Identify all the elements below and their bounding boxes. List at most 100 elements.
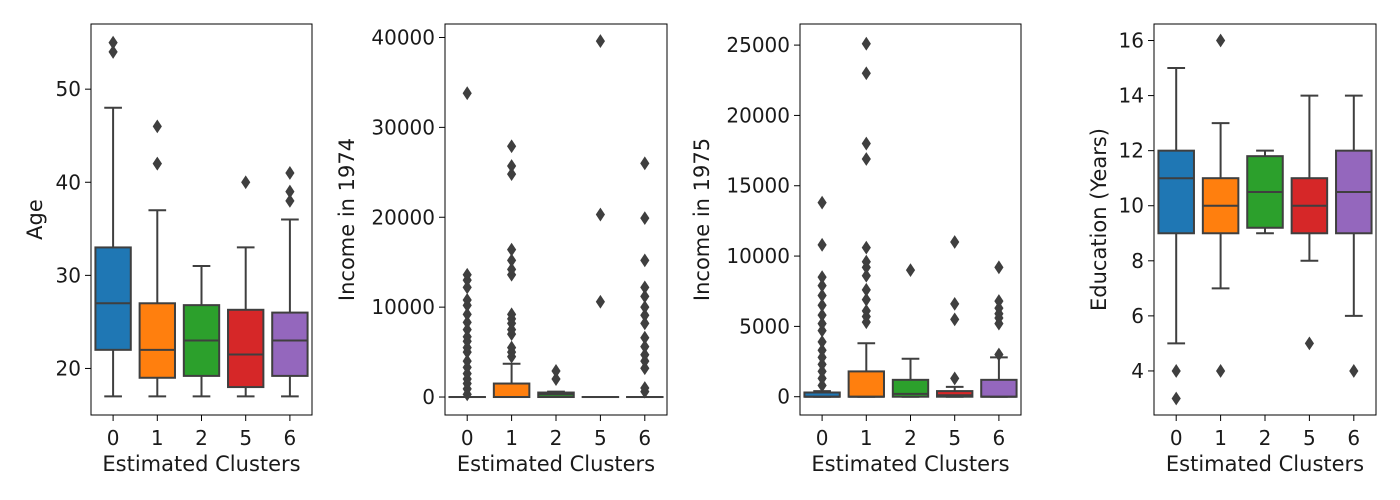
outlier-point — [640, 347, 650, 362]
outlier-point — [817, 357, 827, 372]
x-tick-label: 1 — [505, 426, 518, 450]
outlier-point — [1171, 391, 1181, 406]
box-group-cluster-5 — [581, 34, 620, 399]
box-group-cluster-6 — [1335, 94, 1373, 378]
outlier-point — [861, 254, 871, 269]
outlier-point — [861, 282, 871, 297]
outlier-point — [994, 347, 1004, 362]
y-tick-label: 10 — [1119, 194, 1144, 218]
y-axis-label: Income in 1975 — [690, 138, 714, 301]
box-group-cluster-0 — [448, 86, 486, 402]
x-tick-label: 6 — [638, 426, 651, 450]
outlier-point — [285, 166, 295, 180]
outlier-point — [817, 343, 827, 358]
x-axis-label: Estimated Clusters — [102, 452, 300, 476]
box-group-cluster-1 — [1201, 33, 1240, 378]
outlier-point — [1215, 33, 1226, 48]
outlier-point — [506, 159, 517, 173]
outlier-point — [462, 329, 472, 344]
x-tick-label: 5 — [948, 426, 961, 450]
x-tick-label: 6 — [284, 426, 297, 450]
box-group-cluster-2 — [537, 364, 575, 399]
outlier-point — [861, 240, 871, 255]
box-group-cluster-2 — [182, 265, 221, 398]
box-group-cluster-5 — [227, 175, 265, 398]
y-tick-label: 50 — [56, 77, 81, 101]
box-iqr — [271, 311, 309, 377]
outlier-point — [861, 136, 871, 151]
outlier-point — [462, 322, 472, 337]
outlier-point — [462, 307, 472, 322]
box-iqr — [94, 246, 132, 351]
outlier-point — [861, 268, 871, 283]
outlier-point — [817, 308, 827, 323]
x-tick-label: 5 — [594, 426, 607, 450]
y-tick-label: 10000 — [726, 244, 790, 268]
x-axis-label: Estimated Clusters — [457, 452, 655, 476]
box-group-cluster-0 — [803, 195, 841, 398]
outlier-point — [861, 152, 871, 166]
x-tick-label: 2 — [904, 426, 917, 450]
y-axis-label: Age — [23, 199, 47, 240]
box-group-cluster-0 — [94, 35, 132, 398]
outlier-point — [506, 340, 517, 355]
outlier-point — [950, 312, 960, 327]
outlier-point — [1304, 336, 1315, 351]
outlier-point — [640, 308, 650, 323]
y-tick-label: 30 — [56, 263, 81, 287]
y-tick-label: 40 — [56, 170, 81, 194]
x-tick-label: 2 — [1259, 426, 1272, 450]
outlier-point — [595, 34, 606, 48]
outlier-point — [817, 316, 827, 331]
outlier-point — [950, 371, 960, 386]
outlier-point — [817, 323, 827, 338]
outlier-point — [817, 378, 827, 393]
box-iqr — [227, 308, 265, 389]
y-axis-label: Income in 1974 — [335, 138, 359, 301]
y-tick-label: 15000 — [726, 174, 790, 198]
outlier-point — [817, 334, 827, 349]
outlier-point — [640, 316, 650, 331]
x-tick-label: 1 — [860, 426, 873, 450]
outlier-point — [462, 354, 472, 368]
y-tick-label: 0 — [422, 385, 435, 409]
box-group-cluster-1 — [492, 139, 531, 399]
y-tick-label: 20000 — [726, 103, 790, 127]
outlier-point — [506, 242, 517, 257]
box-iqr — [1157, 149, 1195, 235]
outlier-point — [462, 293, 472, 307]
box-group-cluster-2 — [891, 263, 930, 398]
outlier-point — [994, 294, 1004, 308]
outlier-point — [640, 211, 650, 226]
box-iqr — [891, 378, 930, 398]
outlier-point — [595, 207, 606, 222]
outlier-point — [817, 237, 827, 252]
y-tick-label: 30000 — [371, 115, 435, 139]
box-group-cluster-5 — [1290, 94, 1329, 351]
x-tick-label: 2 — [550, 426, 563, 450]
outlier-point — [595, 294, 606, 309]
x-tick-label: 5 — [239, 426, 252, 450]
outlier-point — [994, 260, 1004, 275]
plot-frame — [444, 23, 668, 416]
outlier-point — [905, 263, 916, 278]
outlier-point — [817, 298, 827, 313]
outlier-point — [640, 300, 650, 315]
outlier-point — [506, 307, 517, 322]
outlier-point — [817, 350, 827, 365]
box-group-cluster-0 — [1157, 67, 1195, 406]
box-group-cluster-2 — [1246, 149, 1284, 235]
subplot-3: 0 5000 10000 15000 20000 25000 0 1 2 5 6Estimated … — [690, 23, 1022, 476]
x-tick-label: 2 — [195, 426, 208, 450]
outlier-point — [506, 253, 517, 268]
box-iqr — [492, 382, 531, 399]
y-tick-label: 16 — [1119, 29, 1144, 53]
box-group-cluster-5 — [936, 235, 974, 398]
box-group-cluster-6 — [980, 260, 1018, 398]
outlier-point — [462, 267, 472, 282]
y-tick-label: 25000 — [726, 33, 790, 57]
